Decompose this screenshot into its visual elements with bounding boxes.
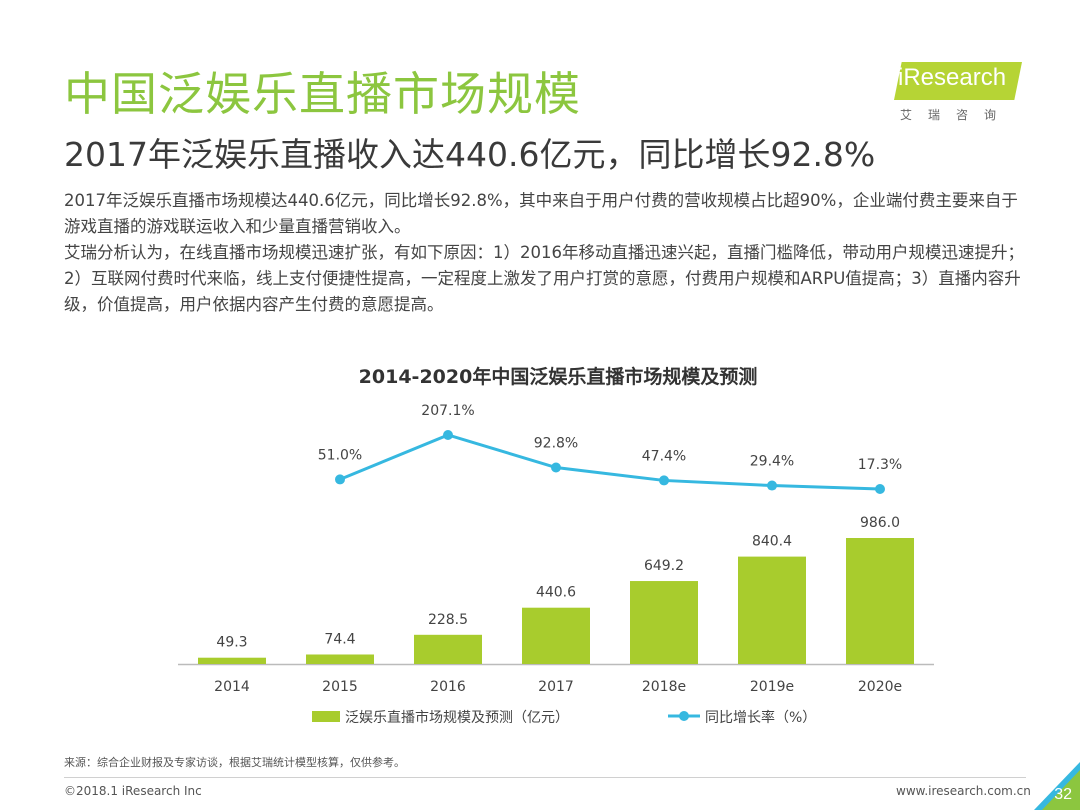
bar-label-2017: 440.6 [536, 585, 576, 601]
bar-2014 [198, 657, 266, 664]
bar-label-2016: 228.5 [428, 612, 468, 628]
bar-label-2020e: 986.0 [860, 515, 900, 531]
x-tick-label-2019e: 2019e [750, 679, 794, 695]
growth-point-2015 [335, 474, 345, 485]
logo-text: iResearch [898, 64, 1007, 91]
growth-label-2020e: 17.3% [858, 457, 902, 473]
growth-label-2016: 207.1% [421, 403, 474, 419]
bar-2017 [522, 607, 590, 664]
bar-2020e [846, 538, 914, 664]
growth-label-2019e: 29.4% [750, 454, 794, 470]
page-subtitle: 2017年泛娱乐直播收入达440.6亿元，同比增长92.8% [64, 135, 876, 174]
page-title: 中国泛娱乐直播市场规模 [64, 67, 581, 121]
paragraph-2: 艾瑞分析认为，在线直播市场规模迅速扩张，有如下原因：1）2016年移动直播迅速兴… [64, 243, 1024, 314]
growth-point-2020e [875, 484, 885, 494]
legend-bar-label: 泛娱乐直播市场规模及预测（亿元） [345, 709, 569, 726]
x-tick-label-2017: 2017 [538, 679, 574, 695]
iresearch-logo: iResearch 艾瑞咨询 [890, 60, 1030, 130]
market-size-chart: 2014-2020年中国泛娱乐直播市场规模及预测 49.3 2014 74.4 2015… [178, 365, 934, 726]
bar-2015 [306, 654, 374, 664]
logo-box [894, 62, 1022, 100]
x-tick-label-2020e: 2020e [858, 679, 902, 695]
chart-title: 2014-2020年中国泛娱乐直播市场规模及预测 [359, 365, 758, 388]
x-tick-label-2014: 2014 [214, 679, 250, 695]
growth-point-2019e [767, 480, 777, 491]
x-tick-label-2015: 2015 [322, 679, 358, 695]
growth-label-2018e: 47.4% [642, 448, 686, 464]
bar-label-2018e: 649.2 [644, 558, 684, 574]
footer-divider [64, 777, 1026, 778]
copyright: ©2018.1 iResearch Inc [64, 784, 202, 798]
growth-point-2017 [551, 462, 561, 473]
bar-label-2015: 74.4 [324, 631, 355, 647]
legend-bar-swatch [312, 711, 340, 722]
paragraph-1: 2017年泛娱乐直播市场规模达440.6亿元，同比增长92.8%，其中来自于用户… [64, 191, 1018, 236]
legend-line-marker [679, 711, 689, 721]
growth-point-2016 [443, 430, 453, 440]
bar-label-2019e: 840.4 [752, 534, 792, 550]
page-corner-graphic [1034, 762, 1080, 810]
bar-label-2014: 49.3 [216, 635, 247, 651]
source-note: 来源：综合企业财报及专家访谈，根据艾瑞统计模型核算，仅供参考。 [64, 756, 405, 769]
legend-line-label: 同比增长率（%） [705, 709, 816, 726]
x-tick-label-2018e: 2018e [642, 679, 686, 695]
bar-2016 [414, 634, 482, 664]
body-text: 2017年泛娱乐直播市场规模达440.6亿元，同比增长92.8%，其中来自于用户… [64, 188, 1026, 318]
website: www.iresearch.com.cn [896, 784, 1031, 798]
x-tick-label-2016: 2016 [430, 679, 466, 695]
growth-point-2018e [659, 475, 669, 486]
bar-2018e [630, 581, 698, 664]
logo-subtext: 艾瑞咨询 [900, 108, 1013, 122]
growth-label-2017: 92.8% [534, 436, 578, 452]
growth-label-2015: 51.0% [318, 447, 362, 463]
bar-2019e [738, 556, 806, 664]
page-number: 32 [1054, 786, 1072, 803]
growth-line [339, 433, 881, 491]
